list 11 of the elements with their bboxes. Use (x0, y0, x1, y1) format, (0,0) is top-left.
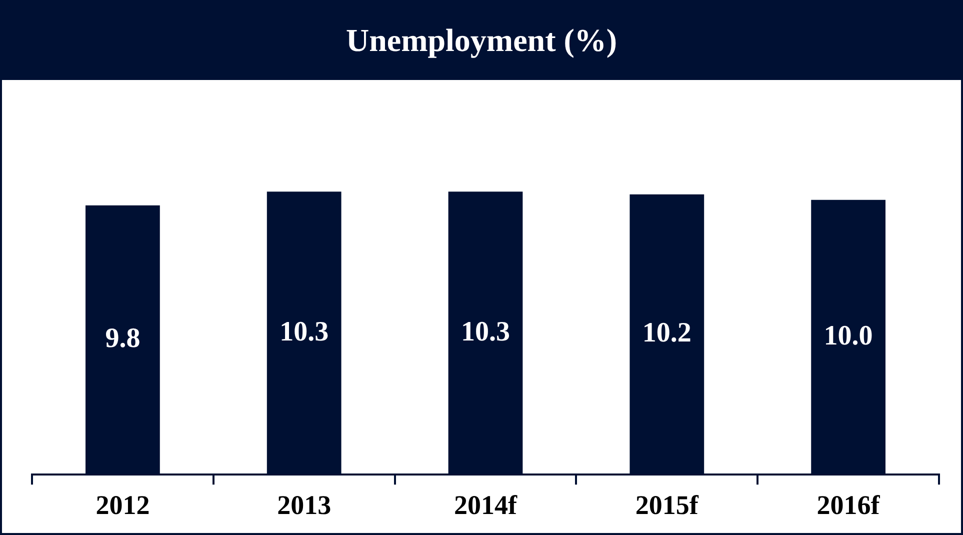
data-label: 10.3 (280, 316, 329, 348)
x-tick-label: 2012 (96, 490, 150, 520)
x-tick-label: 2013 (277, 490, 332, 520)
data-label: 10.0 (824, 320, 873, 352)
data-label: 10.2 (642, 318, 692, 349)
data-label: 10.3 (461, 316, 510, 348)
chart-title: Unemployment (%) (0, 0, 963, 80)
data-label: 9.8 (105, 323, 140, 354)
x-tick-label: 2016f (816, 490, 881, 520)
x-tick-label: 2015f (635, 490, 700, 520)
x-tick-label: 2014f (454, 490, 518, 520)
